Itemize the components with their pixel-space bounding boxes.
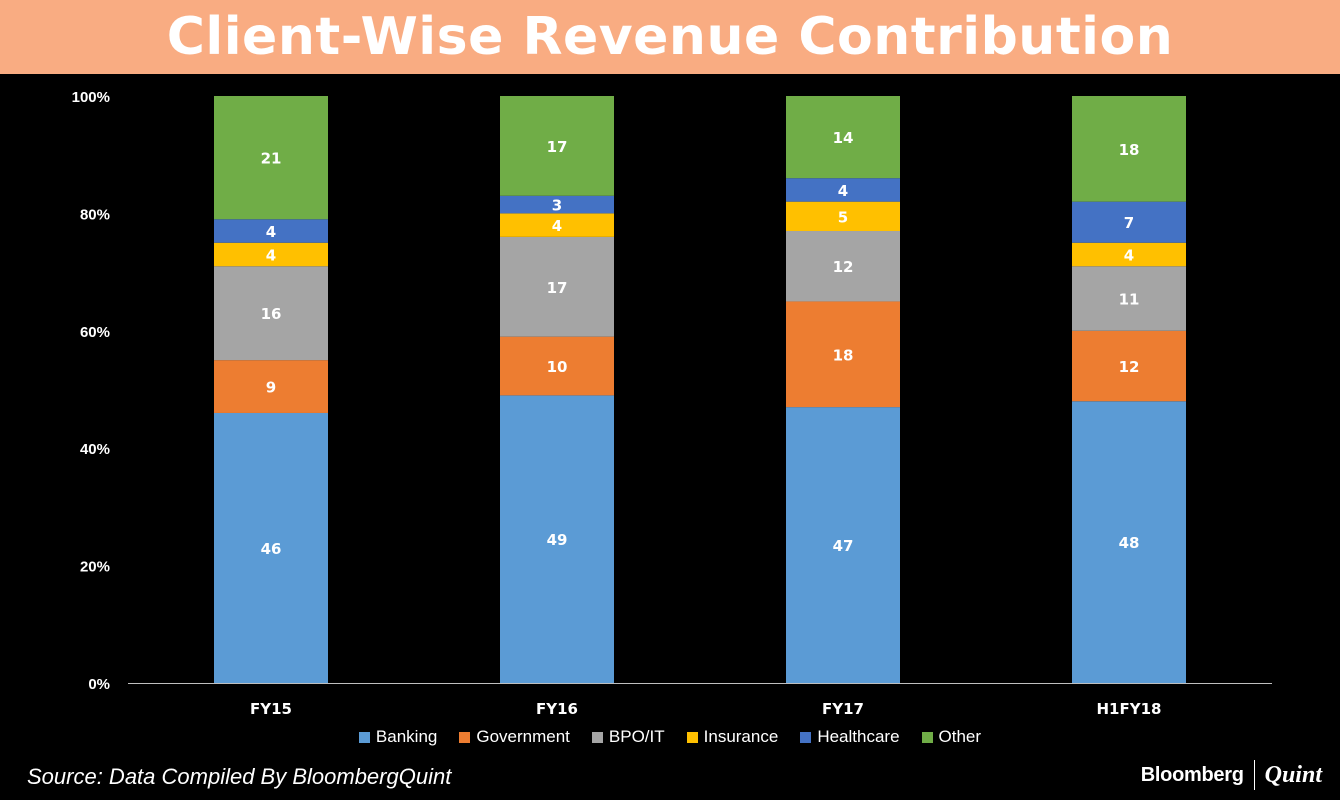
data-label: 4 <box>266 223 276 241</box>
legend-item: Other <box>921 727 982 747</box>
bar-segment-other <box>500 96 614 196</box>
bar-segment-other <box>214 96 328 220</box>
bar-segment-bpo-it <box>214 266 328 361</box>
bar-segment-banking <box>214 412 328 683</box>
bar-segment-insurance <box>500 213 614 237</box>
data-label: 4 <box>552 217 562 235</box>
legend-swatch <box>686 731 698 743</box>
legend-swatch <box>591 731 603 743</box>
bar-segment-government <box>786 301 900 408</box>
legend-label: BPO/IT <box>608 727 665 746</box>
data-label: 17 <box>547 138 568 156</box>
data-label: 7 <box>1124 214 1134 232</box>
bar-segment-bpo-it <box>500 236 614 337</box>
data-label: 16 <box>261 305 282 323</box>
chart-title: Client-Wise Revenue Contribution <box>166 7 1174 67</box>
brand-logo: Bloomberg Quint <box>1141 760 1322 790</box>
data-label: 12 <box>833 258 854 276</box>
bar-segment-healthcare <box>500 195 614 214</box>
legend-swatch <box>800 731 812 743</box>
y-tick-label: 20% <box>80 559 110 576</box>
data-label: 4 <box>1124 246 1134 264</box>
legend-item: BPO/IT <box>591 727 665 747</box>
stacked-bar-chart: 0% 20% 40% 60% 80% 100% 46 9 16 4 4 21 FY15 49 10 17 4 3 1… <box>72 89 1272 714</box>
data-label: 18 <box>1119 141 1140 159</box>
data-label: 18 <box>833 346 854 364</box>
legend-item: Banking <box>358 727 438 747</box>
bar-segment-insurance <box>1072 242 1186 267</box>
legend: Banking Government BPO/IT Insurance Healthca… <box>0 727 1340 747</box>
y-tick-label: 60% <box>80 324 110 341</box>
legend-item: Healthcare <box>800 727 900 747</box>
bar-segment-government <box>500 336 614 396</box>
bar-segment-banking <box>786 407 900 683</box>
legend-label: Government <box>476 727 570 746</box>
bar-segment-other <box>786 96 900 179</box>
bar-segment-government <box>1072 330 1186 402</box>
bar-segment-healthcare <box>214 219 328 243</box>
source-note: Source: Data Compiled By BloombergQuint <box>27 764 452 789</box>
legend-label: Banking <box>375 727 438 746</box>
legend-label: Other <box>938 727 982 746</box>
x-tick-label: H1FY18 <box>1097 700 1162 714</box>
data-label: 10 <box>547 358 568 376</box>
data-label: 49 <box>547 531 568 549</box>
x-tick-label: FY16 <box>536 700 578 714</box>
data-label: 48 <box>1119 534 1140 552</box>
data-label: 5 <box>838 208 848 226</box>
brand-quint: Quint <box>1264 761 1322 788</box>
data-label: 46 <box>261 540 282 558</box>
y-tick-label: 40% <box>80 441 110 458</box>
y-tick-label: 0% <box>88 676 110 693</box>
legend-label: Healthcare <box>817 727 900 746</box>
data-label: 9 <box>266 379 276 397</box>
brand-separator <box>1253 760 1255 790</box>
legend-item: Insurance <box>686 727 779 747</box>
legend-swatch <box>921 731 933 743</box>
legend-swatch <box>459 731 471 743</box>
title-bar: Client-Wise Revenue Contribution <box>0 0 1340 74</box>
legend-label: Insurance <box>703 727 779 746</box>
bar-segment-healthcare <box>786 178 900 202</box>
data-label: 21 <box>261 150 282 168</box>
legend-item: Government <box>459 727 570 747</box>
bar-segment-government <box>214 360 328 413</box>
brand-bloomberg: Bloomberg <box>1140 763 1244 786</box>
y-tick-label: 100% <box>72 89 110 106</box>
data-label: 17 <box>547 279 568 297</box>
bar-segment-insurance <box>214 242 328 267</box>
bar-segment-banking <box>500 395 614 683</box>
bar-segment-banking <box>1072 401 1186 683</box>
bar-segment-bpo-it <box>786 231 900 302</box>
y-tick-label: 80% <box>80 206 110 223</box>
bar-segment-healthcare <box>1072 201 1186 243</box>
x-tick-label: FY17 <box>822 700 864 714</box>
bar-segment-bpo-it <box>1072 266 1186 331</box>
data-label: 47 <box>833 537 854 555</box>
data-label: 12 <box>1119 358 1140 376</box>
data-label: 3 <box>552 197 562 215</box>
bar-segment-other <box>1072 96 1186 202</box>
x-tick-label: FY15 <box>250 700 292 714</box>
data-label: 4 <box>838 182 848 200</box>
data-label: 14 <box>833 129 854 147</box>
data-label: 4 <box>266 246 276 264</box>
legend-swatch <box>358 731 370 743</box>
bar-segment-insurance <box>786 201 900 232</box>
data-label: 11 <box>1119 291 1140 309</box>
